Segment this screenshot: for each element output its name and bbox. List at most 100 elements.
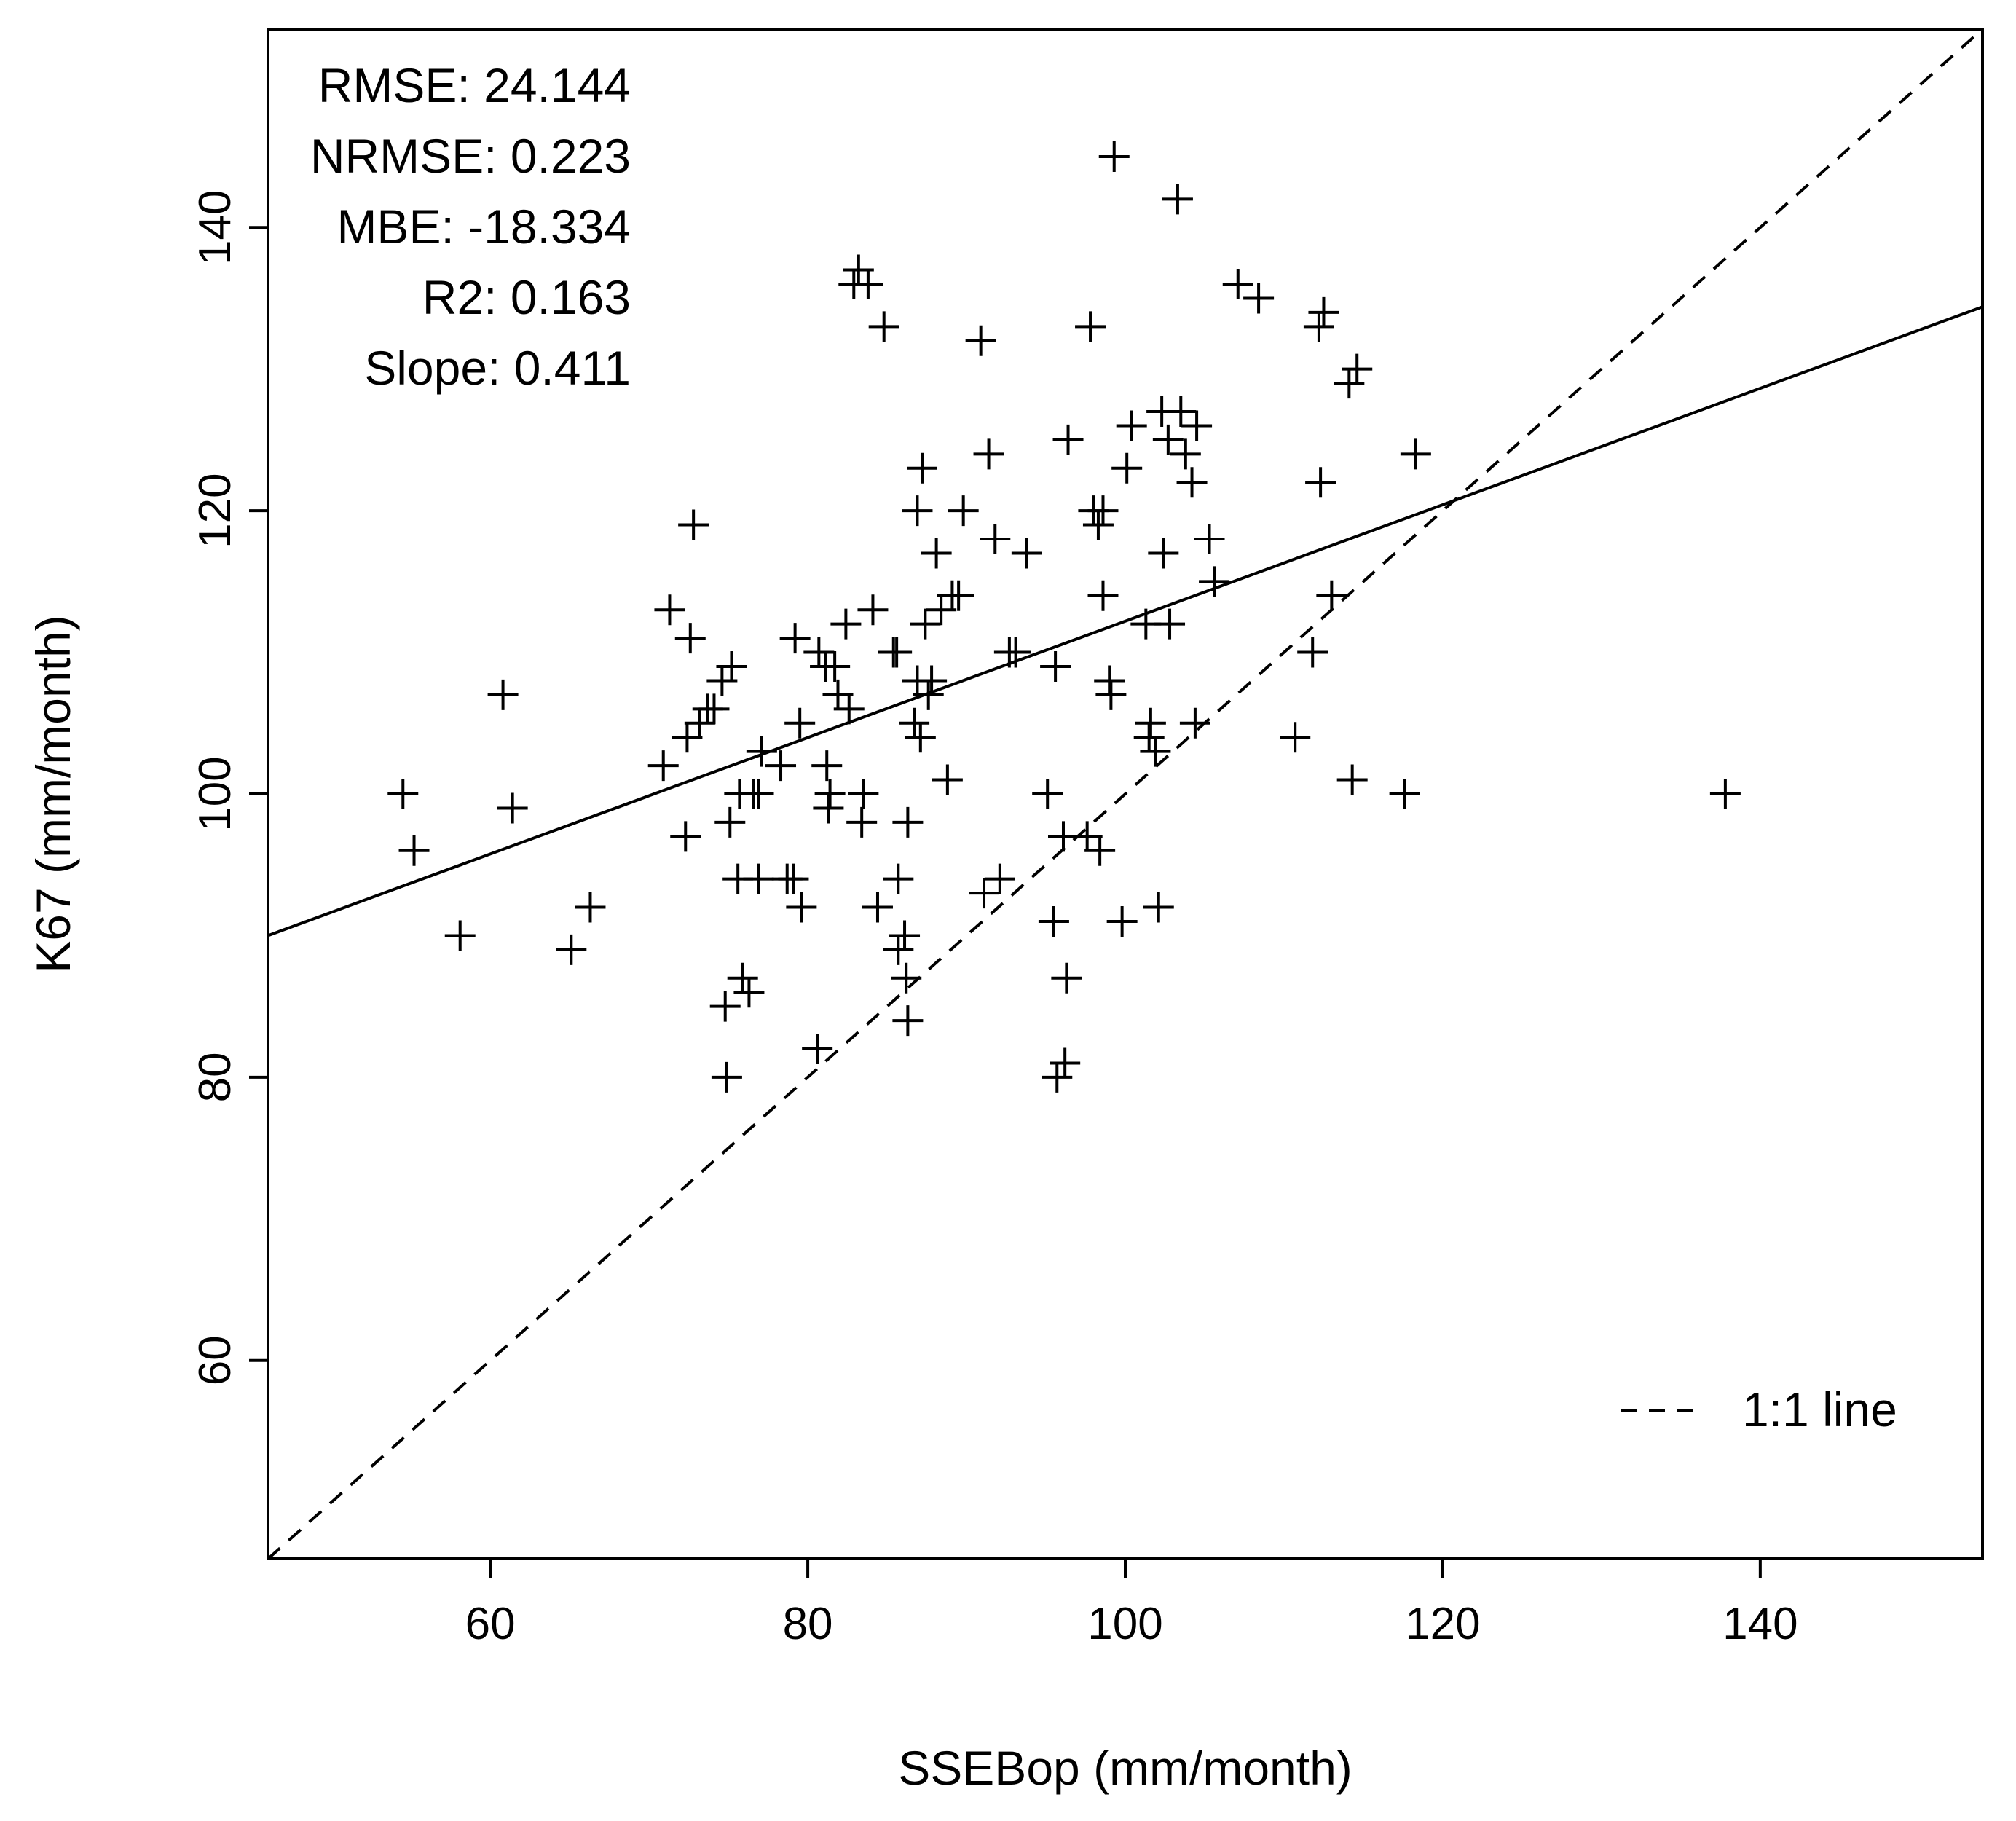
data-point — [556, 934, 587, 965]
y-tick-label: 120 — [190, 473, 240, 548]
data-point — [1111, 452, 1143, 484]
data-point — [811, 750, 843, 782]
data-point — [654, 594, 685, 626]
data-point — [848, 779, 879, 809]
data-point — [647, 750, 679, 782]
data-point — [1087, 580, 1119, 611]
data-point — [862, 892, 893, 923]
data-point — [1170, 438, 1201, 470]
data-point — [714, 806, 746, 838]
x-axis-title: SSEBop (mm/month) — [898, 1741, 1352, 1795]
data-point — [779, 623, 811, 654]
data-point — [1082, 509, 1114, 540]
data-point — [814, 779, 846, 809]
data-point — [1199, 566, 1230, 597]
x-tick-label: 80 — [783, 1599, 833, 1649]
data-point — [1222, 269, 1253, 299]
data-point — [913, 679, 944, 710]
data-point — [916, 665, 948, 696]
data-point — [1179, 707, 1210, 739]
data-point — [1106, 906, 1138, 937]
data-point — [980, 524, 1011, 554]
x-tick-label: 120 — [1405, 1599, 1480, 1649]
data-point — [881, 637, 913, 668]
data-point — [1194, 524, 1225, 554]
data-point — [892, 1005, 924, 1037]
data-point — [899, 707, 930, 739]
data-point — [1040, 651, 1071, 682]
data-point — [575, 892, 606, 923]
data-point — [709, 991, 741, 1022]
stat-rmse: RMSE: 24.144 — [318, 58, 631, 112]
data-point — [1051, 962, 1082, 994]
data-point — [1334, 368, 1365, 399]
data-point — [984, 863, 1015, 894]
data-point — [778, 863, 809, 894]
data-point — [1084, 835, 1116, 866]
data-point — [1075, 311, 1106, 342]
data-point — [1135, 707, 1166, 739]
y-axis-title: K67 (mm/month) — [26, 615, 80, 972]
data-point — [497, 792, 528, 824]
data-point — [398, 835, 430, 866]
data-point — [883, 863, 914, 894]
y-tick-label: 80 — [190, 1052, 240, 1102]
data-point — [1071, 821, 1103, 852]
data-point — [1305, 467, 1336, 498]
data-point — [1165, 396, 1197, 427]
data-point — [891, 962, 922, 994]
data-point — [1709, 779, 1741, 809]
data-point — [868, 311, 899, 342]
data-point — [487, 679, 519, 710]
data-point — [1176, 467, 1208, 498]
data-point — [830, 608, 862, 640]
data-point — [902, 495, 933, 527]
data-point — [1303, 311, 1334, 342]
data-point — [1094, 665, 1125, 696]
data-point — [907, 452, 938, 484]
data-point — [1243, 283, 1275, 314]
data-point — [765, 750, 797, 782]
stat-slope: Slope: 0.411 — [364, 341, 631, 395]
data-point — [1297, 637, 1328, 668]
data-point — [819, 651, 851, 682]
y-tick-label: 140 — [190, 189, 240, 264]
data-point — [1154, 608, 1186, 640]
data-point — [784, 707, 816, 739]
data-point — [1389, 779, 1420, 809]
data-point — [716, 651, 747, 682]
legend: 1:1 line — [1621, 1383, 1897, 1436]
data-point — [1011, 538, 1042, 569]
x-tick-label: 100 — [1087, 1599, 1162, 1649]
data-point — [803, 637, 835, 668]
data-point — [892, 806, 924, 838]
data-point — [1152, 424, 1184, 455]
data-point — [746, 736, 777, 767]
data-point — [1308, 296, 1339, 328]
data-point — [711, 1061, 742, 1093]
x-tick-label: 140 — [1722, 1599, 1798, 1649]
data-point — [921, 538, 952, 569]
data-point — [1000, 637, 1031, 668]
data-point — [948, 495, 979, 527]
data-point — [743, 863, 774, 894]
data-point — [833, 693, 865, 725]
data-point — [1400, 438, 1431, 470]
y-tick-label: 100 — [190, 756, 240, 831]
data-points — [387, 141, 1741, 1093]
data-point — [813, 792, 844, 824]
data-point — [1042, 1061, 1073, 1093]
data-point — [1116, 410, 1147, 441]
regression-line — [268, 305, 1982, 937]
data-point — [905, 722, 936, 753]
x-axis: 60 80 100 120 140 — [465, 1559, 1798, 1649]
data-point — [857, 594, 889, 626]
data-point — [733, 977, 765, 1008]
data-point — [670, 821, 701, 852]
data-point — [1087, 495, 1119, 527]
data-point — [444, 920, 476, 951]
stats-box: RMSE: 24.144 NRMSE: 0.223 MBE: -18.334 R… — [310, 58, 631, 395]
data-point — [672, 722, 703, 753]
data-point — [910, 608, 941, 640]
data-point — [802, 1034, 833, 1064]
